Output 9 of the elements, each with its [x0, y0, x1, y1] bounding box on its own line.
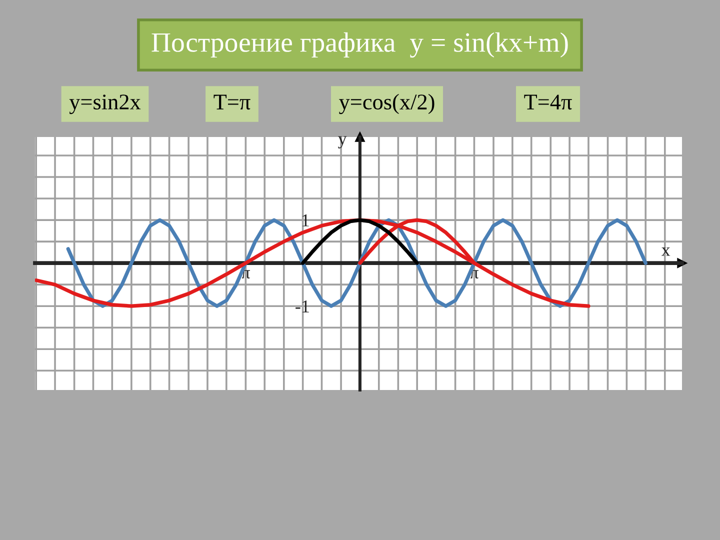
x-axis-title: x	[661, 248, 670, 256]
chart-title: Построение графика y = sin(kx+m)	[152, 32, 568, 58]
text: T=4π	[524, 94, 572, 110]
text: T=π	[214, 94, 250, 110]
text: y=cos(x/2)	[339, 94, 434, 114]
y-tick-label: -1	[296, 300, 309, 312]
text: y=sin2x	[69, 94, 141, 114]
y-tick-label: 1	[302, 214, 309, 226]
y-axis-title: y	[338, 136, 347, 148]
